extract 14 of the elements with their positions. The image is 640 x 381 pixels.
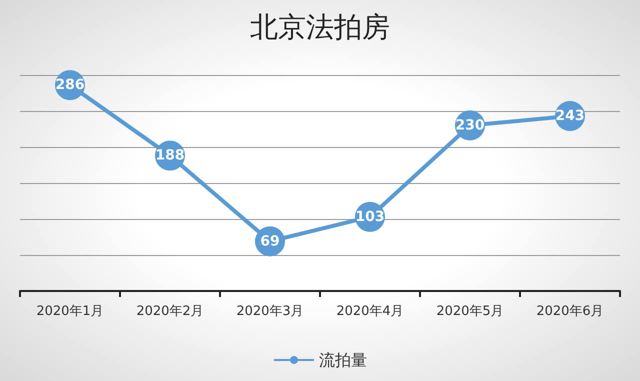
data-label: 243 <box>555 108 585 124</box>
chart-title: 北京法拍房 <box>250 10 390 44</box>
x-tick-label: 2020年2月 <box>136 304 204 319</box>
legend-label: 流拍量 <box>319 350 367 370</box>
x-tick-label: 2020年6月 <box>536 304 604 319</box>
x-tick-label: 2020年5月 <box>436 304 504 319</box>
data-label: 69 <box>260 233 280 250</box>
x-tick-label: 2020年1月 <box>36 304 104 319</box>
x-tick-label: 2020年3月 <box>236 304 304 319</box>
data-label: 230 <box>455 117 485 134</box>
data-label: 286 <box>55 77 85 94</box>
x-tick-label: 2020年4月 <box>336 304 404 319</box>
data-label: 103 <box>355 208 385 225</box>
data-label: 188 <box>155 148 185 164</box>
